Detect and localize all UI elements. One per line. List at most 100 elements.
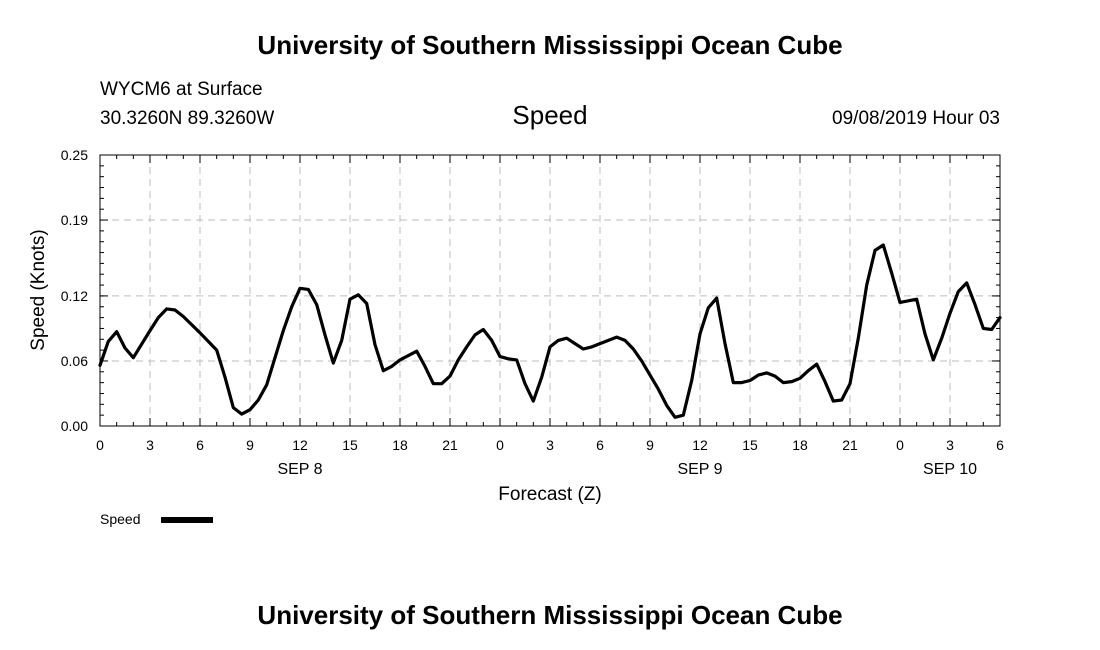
speed-data-point bbox=[549, 346, 551, 348]
speed-data-point bbox=[665, 404, 668, 407]
speed-data-point bbox=[265, 384, 268, 386]
speed-data-point bbox=[174, 309, 176, 311]
x-tick-label: 15 bbox=[742, 437, 758, 453]
speed-data-point bbox=[640, 360, 643, 362]
x-tick-label: 0 bbox=[96, 437, 104, 453]
speed-data-point bbox=[832, 400, 835, 402]
speed-data-point bbox=[382, 369, 385, 372]
speed-data-point bbox=[815, 363, 818, 366]
speed-data-point bbox=[932, 359, 935, 361]
speed-data-point bbox=[649, 374, 651, 376]
speed-data-point bbox=[432, 382, 435, 385]
speed-data-point bbox=[765, 372, 768, 374]
speed-data-point bbox=[707, 307, 710, 309]
date-label: SEP 10 bbox=[923, 461, 977, 478]
speed-data-point bbox=[132, 356, 135, 359]
x-tick-label: 18 bbox=[792, 437, 808, 453]
speed-data-point bbox=[257, 399, 260, 401]
y-tick-label: 0.25 bbox=[61, 147, 88, 163]
speed-data-point bbox=[540, 376, 543, 379]
x-tick-label: 0 bbox=[496, 437, 504, 453]
speed-data-point bbox=[940, 337, 943, 340]
speed-data-point bbox=[857, 337, 860, 340]
speed-data-point bbox=[840, 399, 843, 401]
speed-data-point bbox=[357, 294, 360, 296]
x-tick-label: 6 bbox=[596, 437, 604, 453]
x-tick-label: 21 bbox=[442, 437, 458, 453]
speed-data-point bbox=[799, 377, 801, 380]
speed-data-point bbox=[557, 339, 560, 342]
y-tick-label: 0.19 bbox=[61, 212, 88, 228]
speed-data-point bbox=[624, 339, 626, 342]
speed-data-point bbox=[465, 346, 468, 348]
speed-data-point bbox=[890, 272, 893, 275]
speed-data-point bbox=[674, 416, 676, 419]
variable-label: Speed bbox=[512, 100, 587, 130]
speed-data-point bbox=[249, 408, 251, 411]
x-tick-label: 6 bbox=[996, 437, 1004, 453]
speed-data-point bbox=[440, 382, 443, 385]
speed-data-point bbox=[532, 400, 535, 402]
speed-data-point bbox=[657, 388, 660, 390]
y-axis-label: Speed (Knots) bbox=[28, 229, 49, 350]
speed-data-point bbox=[774, 375, 776, 377]
speed-data-point bbox=[415, 350, 418, 353]
speed-data-point bbox=[507, 358, 510, 360]
speed-data-point bbox=[590, 346, 593, 348]
speed-data-point bbox=[282, 329, 285, 332]
speed-data-point bbox=[240, 413, 243, 415]
y-tick-label: 0.06 bbox=[61, 353, 88, 369]
speed-data-point bbox=[790, 380, 793, 383]
x-tick-label: 21 bbox=[842, 437, 858, 453]
speed-data-point bbox=[565, 337, 568, 340]
speed-data-point bbox=[165, 308, 168, 310]
x-tick-label: 12 bbox=[292, 437, 308, 453]
x-tick-label: 9 bbox=[646, 437, 654, 453]
x-tick-label: 9 bbox=[246, 437, 254, 453]
speed-data-point bbox=[115, 330, 118, 333]
x-tick-label: 3 bbox=[146, 437, 154, 453]
legend-swatch bbox=[161, 517, 213, 523]
speed-data-point bbox=[782, 381, 785, 384]
speed-data-point bbox=[599, 342, 601, 345]
date-label: SEP 9 bbox=[677, 461, 722, 478]
speed-data-point bbox=[515, 359, 518, 361]
date-label: SEP 8 bbox=[277, 461, 322, 478]
speed-data-point bbox=[732, 381, 735, 384]
x-tick-label: 12 bbox=[692, 437, 708, 453]
speed-data-point bbox=[699, 333, 701, 335]
speed-data-point bbox=[399, 359, 401, 361]
datetime-label: 09/08/2019 Hour 03 bbox=[832, 108, 1000, 129]
x-tick-label: 18 bbox=[392, 437, 408, 453]
speed-data-point bbox=[107, 340, 110, 343]
chart-title: University of Southern Mississippi Ocean… bbox=[257, 30, 842, 60]
speed-data-point bbox=[340, 339, 343, 342]
speed-data-point bbox=[849, 382, 851, 385]
speed-data-point bbox=[315, 303, 318, 306]
speed-data-point bbox=[615, 336, 618, 338]
speed-data-point bbox=[474, 334, 476, 336]
x-tick-label: 6 bbox=[196, 437, 204, 453]
speed-data-point bbox=[232, 406, 235, 409]
y-tick-label: 0.12 bbox=[61, 288, 88, 304]
speed-data-point bbox=[299, 287, 301, 290]
speed-data-point bbox=[715, 297, 718, 299]
speed-data-point bbox=[482, 328, 485, 331]
speed-data-point bbox=[332, 362, 335, 364]
speed-data-point bbox=[574, 342, 576, 345]
speed-data-point bbox=[374, 343, 376, 346]
speed-data-point bbox=[682, 414, 685, 417]
legend-label: Speed bbox=[100, 511, 140, 527]
speed-data-point bbox=[974, 303, 976, 306]
speed-data-point bbox=[524, 382, 526, 385]
speed-data-point bbox=[865, 284, 868, 286]
speed-data-point bbox=[424, 365, 426, 368]
speed-data-point bbox=[324, 334, 326, 336]
speed-data-point bbox=[124, 347, 126, 349]
speed-data-point bbox=[915, 298, 918, 301]
speed-data-point bbox=[99, 364, 101, 367]
speed-data-point bbox=[749, 379, 751, 382]
speed-data-point bbox=[390, 365, 393, 368]
speed-series-line bbox=[98, 243, 1002, 419]
